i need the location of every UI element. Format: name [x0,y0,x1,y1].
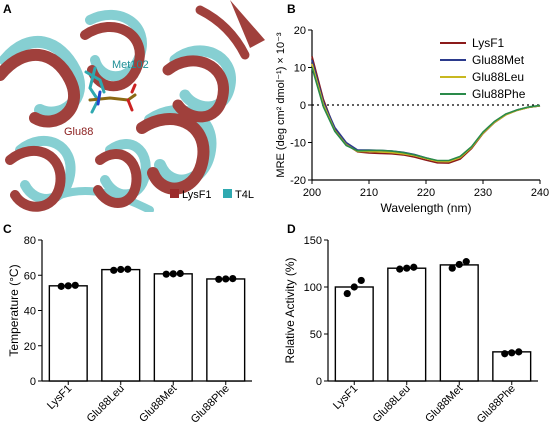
data-point-lysf1 [357,276,365,285]
legend-label-lysf1: LysF1 [182,189,212,201]
y-tick-label: -20 [290,175,306,187]
y-axis-title: Relative Activity (%) [283,257,297,363]
y-tick-label: 40 [24,306,36,318]
panel-letter-c: C [3,222,12,236]
panel-letter-a: A [3,2,12,16]
series-line-glu88phe [311,67,541,162]
data-point-glu88leu [410,263,418,271]
x-tick-label-lysf1: LysF1 [331,383,360,412]
data-point-lysf1 [71,281,79,289]
glu88-label: Glu88 [64,126,93,138]
x-tick-label: 220 [417,187,435,199]
legend-label-glu88met: Glu88Met [472,53,525,67]
y-tick-label: 100 [304,282,322,294]
bar-glu88leu [101,268,141,382]
data-point-glu88leu [396,265,404,273]
data-point-glu88met [462,258,470,266]
y-tick-label: 80 [24,235,36,247]
data-point-lysf1 [343,289,351,298]
x-tick-label-lysf1: LysF1 [45,383,74,412]
temperature-bar-chart: 0 20 40 60 80 LysF1 Glu88Leu Glu88Met Glu88Phe Te… [7,235,252,426]
bar-glu88met [153,273,193,382]
x-tick-label: 200 [303,187,321,199]
data-point-glu88leu [403,264,411,272]
x-tick-label-glu88met: Glu88Met [137,383,179,425]
bar-glu88leu [387,267,427,382]
y-tick-label: 10 [294,63,306,75]
x-tick-label: 210 [360,187,378,199]
data-point-glu88phe [215,275,223,283]
data-point-glu88met [162,270,170,278]
y-tick-label: 0 [300,100,306,112]
legend-label-lysf1: LysF1 [472,36,505,50]
y-tick-label: 60 [24,270,36,282]
x-tick-label: 230 [474,187,492,199]
x-tick-label-glu88phe: Glu88Phe [189,383,232,426]
y-axis-title: Temperature (°C) [7,264,21,356]
data-point-glu88met [455,260,463,269]
bar-lysf1 [48,285,88,382]
x-axis-title: Wavelength (nm) [381,201,472,215]
y-axis-title: MRE (deg cm² dmol⁻¹) × 10⁻³ [275,32,287,178]
panel-letter-d: D [287,222,296,236]
y-tick-label: 150 [304,235,322,247]
y-tick-label: 20 [24,341,36,353]
x-tick-label-glu88leu: Glu88Leu [85,383,127,425]
bar-glu88phe [206,278,246,382]
panel-letter-b: B [287,2,296,16]
x-tick-label: 240 [531,187,549,199]
x-tick-label-glu88phe: Glu88Phe [475,383,518,426]
y-tick-label: -10 [290,138,306,150]
bar-glu88met [439,264,479,382]
activity-bar-chart: 0 50 100 150 LysF1 Glu88Leu Glu88Met Glu88Phe Re… [283,235,538,426]
data-point-glu88met [176,269,184,278]
bar-lysf1 [334,286,374,382]
data-point-glu88phe [515,348,523,356]
protein-structure-panel: Met102 Glu88 LysF1 T4L [0,0,265,212]
protein-ribbons [0,0,265,212]
met102-label: Met102 [112,59,149,71]
data-point-glu88leu [124,265,132,273]
legend-label-glu88phe: Glu88Phe [472,87,526,101]
data-point-glu88leu [110,266,118,274]
data-point-lysf1 [350,283,358,291]
y-tick-label: 0 [316,376,322,388]
data-point-glu88phe [229,274,237,283]
y-tick-label: 20 [294,25,306,37]
y-tick-label: 50 [310,329,322,341]
x-tick-label-glu88leu: Glu88Leu [371,383,413,425]
legend-label-t4l: T4L [235,189,254,201]
legend-swatch-lysf1 [170,189,179,198]
data-point-glu88phe [501,350,509,358]
cd-spectrum-chart: -20 -10 0 10 20 200 210 220 230 240 LysF1 Glu88Met G… [275,25,549,215]
data-point-glu88met [169,270,177,278]
data-point-glu88leu [117,265,125,274]
data-point-glu88met [448,264,456,272]
legend-swatch-t4l [223,189,232,198]
x-tick-label-glu88met: Glu88Met [423,383,465,425]
data-point-glu88phe [508,349,516,357]
data-point-lysf1 [64,282,72,290]
y-tick-label: 0 [30,376,36,388]
data-point-glu88phe [222,275,230,283]
data-point-lysf1 [57,282,65,290]
legend-label-glu88leu: Glu88Leu [472,70,524,84]
